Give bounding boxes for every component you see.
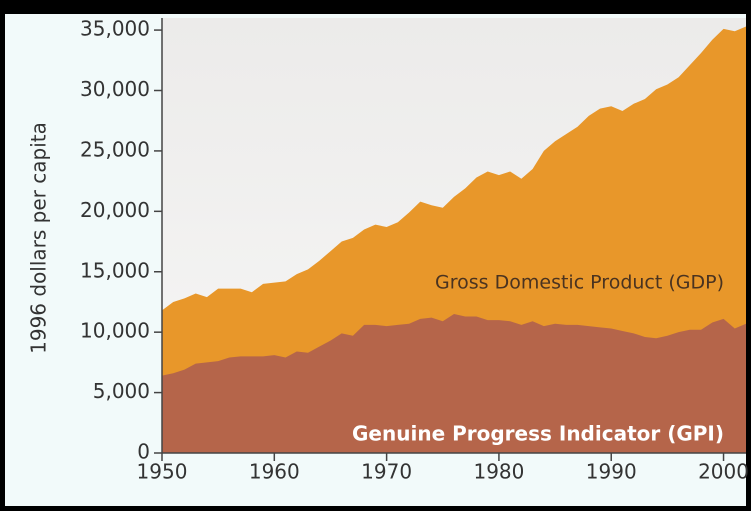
y-tick-label: 30,000 [80,77,150,101]
x-tick-label: 1960 [249,460,300,484]
series-label: Genuine Progress Indicator (GPI) [352,422,724,446]
y-tick-label: 35,000 [80,17,150,41]
y-axis-label: 1996 dollars per capita [27,122,51,354]
y-tick-label: 5,000 [93,379,150,403]
series-label: Gross Domestic Product (GDP) [435,272,724,294]
x-tick-label: 1980 [473,460,524,484]
x-tick-label: 1970 [361,460,412,484]
y-tick-label: 25,000 [80,137,150,161]
x-tick-label: 1990 [586,460,637,484]
x-tick-label: 2000 [698,460,749,484]
y-tick-label: 15,000 [80,258,150,282]
y-tick-label: 10,000 [80,319,150,343]
y-tick-label: 0 [137,440,150,464]
area [162,314,746,453]
y-tick-label: 20,000 [80,198,150,222]
x-tick-label: 1950 [137,460,188,484]
